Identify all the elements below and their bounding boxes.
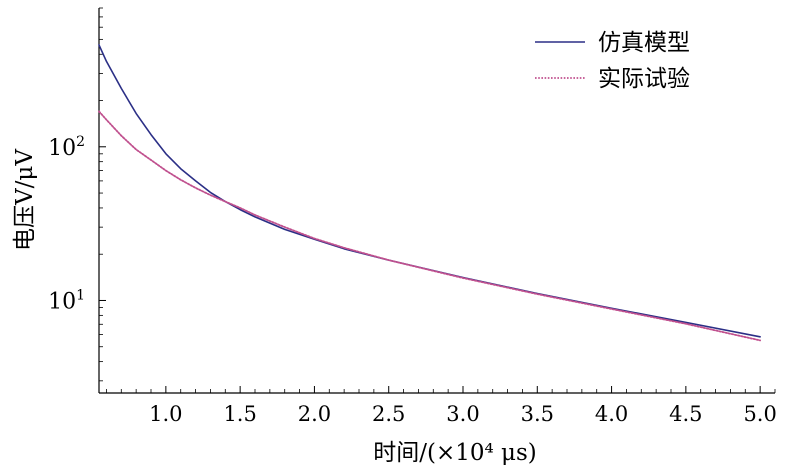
series-layer	[98, 44, 761, 342]
x-tick-label: 4.0	[595, 402, 628, 426]
y-tick-label: 101	[48, 287, 85, 314]
y-tick-label: 102	[48, 134, 85, 161]
legend-label: 实际试验	[598, 66, 690, 92]
x-tick-label: 4.5	[669, 402, 702, 426]
x-tick-label: 1.5	[223, 402, 256, 426]
x-tick-label: 3.0	[446, 402, 479, 426]
x-tick-label: 2.5	[372, 402, 405, 426]
axes: 1.0 1.5 2.0 2.5 3.0 3.5 4.0 4.5 5.0 101 102	[48, 7, 777, 426]
legend-label: 仿真模型	[598, 30, 690, 56]
x-tick-label: 5.0	[743, 402, 776, 426]
x-tick-label: 3.5	[521, 402, 554, 426]
x-tick-label: 1.0	[149, 402, 182, 426]
y-axis-label: 电压V/μV	[12, 149, 38, 251]
x-tick-label: 2.0	[298, 402, 331, 426]
x-axis-label: 时间/(×10⁴ μs)	[373, 440, 537, 466]
series-line-2	[98, 110, 761, 342]
